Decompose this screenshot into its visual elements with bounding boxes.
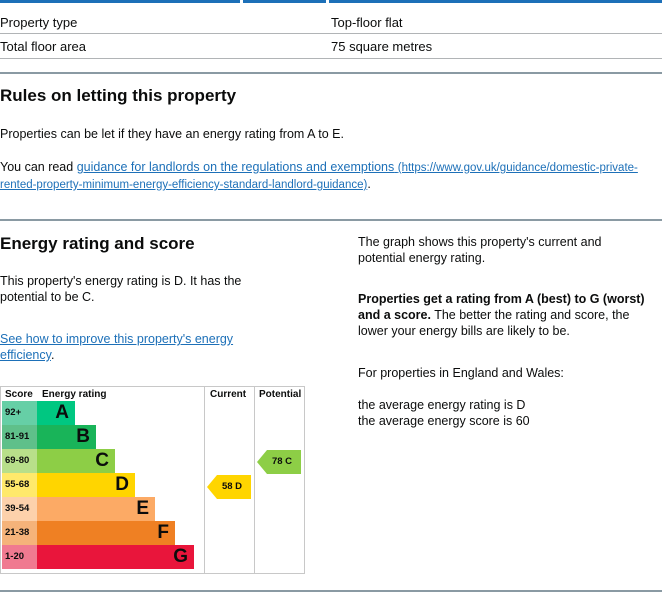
band-score: 55-68 [2, 473, 37, 497]
chart-header-current: Current [210, 389, 247, 400]
letting-rules-text: Properties can be let if they have an en… [0, 127, 344, 141]
summary-label: Total floor area [0, 39, 86, 54]
band-score: 69-80 [2, 449, 37, 473]
guidance-prefix: You can read [0, 160, 77, 174]
region-text: For properties in England and Wales: [358, 366, 564, 380]
band-bar: A [37, 401, 75, 425]
summary-value: Top-floor flat [331, 15, 403, 30]
average-rating: the average energy rating is D [358, 398, 526, 412]
band-bar: G [37, 545, 194, 569]
band-bar: C [37, 449, 115, 473]
band-letter: C [95, 450, 109, 471]
guidance-link-text: guidance for landlords on the regulation… [76, 160, 395, 174]
improve-efficiency-link[interactable]: See how to improve this property's energ… [0, 332, 234, 362]
band-letter: B [76, 426, 90, 447]
band-score: 92+ [2, 401, 37, 425]
chart-header-potential: Potential [259, 389, 302, 400]
section-divider [0, 219, 662, 221]
chart-divider-potential [254, 387, 255, 573]
band-score: 1-20 [2, 545, 37, 569]
summary-label: Property type [0, 15, 78, 30]
band-letter: D [115, 474, 129, 495]
band-letter: G [173, 546, 188, 567]
band-bar: B [37, 425, 96, 449]
current-rating-arrow: 58 D [207, 475, 251, 499]
band-score: 39-54 [2, 497, 37, 521]
guidance-paragraph: You can read guidance for landlords on t… [0, 159, 650, 193]
band-score: 81-91 [2, 425, 37, 449]
band-letter: A [55, 402, 69, 423]
graph-description: The graph shows this property's current … [358, 235, 602, 265]
chart-header-rating: Energy rating [42, 389, 107, 400]
rating-explanation-rest: The better the rating and score, the low… [358, 308, 630, 338]
band-bar: F [37, 521, 175, 545]
summary-value: 75 square metres [331, 39, 433, 54]
improve-suffix: . [50, 348, 55, 362]
section-divider [0, 72, 662, 74]
band-letter: F [157, 522, 169, 543]
guidance-suffix: . [367, 177, 371, 191]
chart-header-score: Score [5, 389, 33, 400]
potential-rating-arrow: 78 C [257, 450, 301, 474]
guidance-link[interactable]: guidance for landlords on the regulation… [0, 160, 638, 191]
section-divider [0, 590, 662, 592]
band-score: 21-38 [2, 521, 37, 545]
divider [0, 58, 662, 59]
divider [0, 33, 662, 34]
improve-paragraph: See how to improve this property's energ… [0, 331, 260, 363]
energy-rating-heading: Energy rating and score [0, 234, 195, 253]
guidance-link-url: (https://www.gov.uk/guidance/domestic-pr… [0, 162, 638, 191]
rating-explanation: Properties get a rating from A (best) to… [358, 291, 658, 339]
energy-rating-chart: Score Energy rating Current Potential 92… [0, 386, 305, 574]
chart-divider-current [204, 387, 205, 573]
letting-rules-heading: Rules on letting this property [0, 86, 237, 105]
average-score: the average energy score is 60 [358, 414, 530, 428]
rating-explanation-bold: Properties get a rating from A (best) to… [358, 292, 645, 322]
energy-rating-text: This property's energy rating is D. It h… [0, 274, 242, 304]
band-letter: E [136, 498, 149, 519]
band-bar: E [37, 497, 155, 521]
band-bar: D [37, 473, 135, 497]
table-header-border [0, 0, 662, 3]
